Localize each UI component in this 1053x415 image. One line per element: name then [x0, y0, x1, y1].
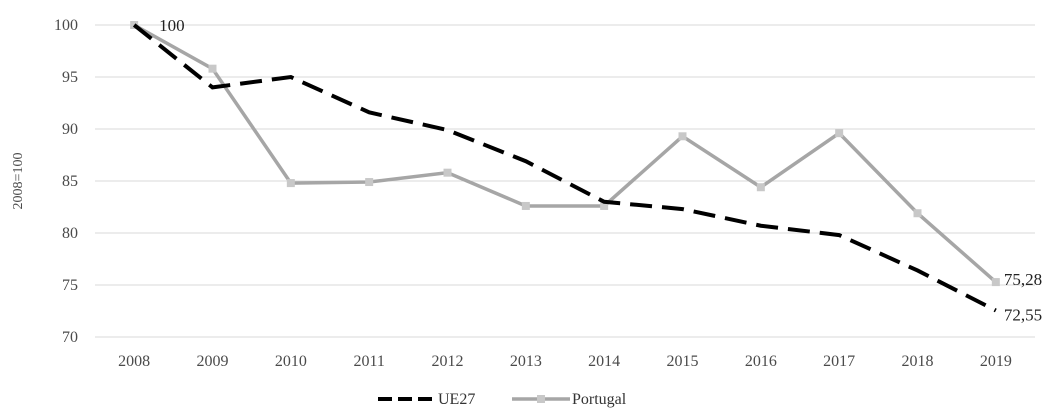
data-point-portugal	[678, 132, 687, 141]
x-tick-label: 2012	[432, 353, 464, 370]
x-tick-label: 2008	[118, 353, 150, 370]
data-label: 72,55	[1004, 305, 1042, 324]
gridlines	[95, 24, 1035, 338]
data-point-portugal	[365, 178, 374, 187]
data-point-portugal	[756, 183, 765, 192]
data-labels: 100 75,28 72,55	[159, 16, 1042, 324]
x-tick-label: 2009	[197, 353, 229, 370]
y-tick-label: 85	[62, 173, 78, 190]
series-line-ue27	[132, 23, 997, 313]
data-label: 75,28	[1004, 270, 1042, 289]
y-axis-tick-labels: 70 75 80 85 90 95 100	[54, 17, 78, 346]
y-tick-label: 70	[62, 329, 78, 346]
x-tick-label: 2016	[745, 353, 777, 370]
x-axis-tick-labels: 2008 2009 2010 2011 2012 2013 2014 2015 2016 2017…	[118, 353, 1012, 370]
x-tick-label: 2014	[588, 353, 620, 370]
y-tick-label: 95	[62, 69, 78, 86]
x-tick-label: 2019	[980, 353, 1012, 370]
data-point-portugal	[913, 209, 922, 218]
legend-label-portugal: Portugal	[572, 391, 627, 408]
x-tick-label: 2018	[902, 353, 934, 370]
y-tick-label: 90	[62, 121, 78, 138]
y-tick-label: 80	[62, 225, 78, 242]
data-point-portugal	[208, 64, 217, 73]
data-point-portugal	[286, 179, 295, 188]
legend: UE27 Portugal	[378, 391, 627, 408]
x-tick-label: 2015	[667, 353, 699, 370]
x-tick-label: 2011	[353, 353, 384, 370]
data-point-portugal	[443, 168, 452, 177]
y-axis-title: 2008=100	[11, 153, 26, 210]
data-point-portugal	[835, 129, 844, 138]
y-tick-label: 75	[62, 277, 78, 294]
x-tick-label: 2017	[823, 353, 855, 370]
legend-marker-portugal	[537, 395, 545, 403]
legend-label-ue27: UE27	[438, 391, 475, 408]
data-label: 100	[159, 16, 185, 35]
series-line-portugal	[133, 23, 997, 284]
data-point-portugal	[991, 278, 1000, 287]
y-tick-label: 100	[54, 17, 78, 34]
series	[130, 21, 1000, 313]
data-point-portugal	[600, 201, 609, 210]
x-tick-label: 2013	[510, 353, 542, 370]
data-point-portugal	[521, 201, 530, 210]
x-tick-label: 2010	[275, 353, 307, 370]
